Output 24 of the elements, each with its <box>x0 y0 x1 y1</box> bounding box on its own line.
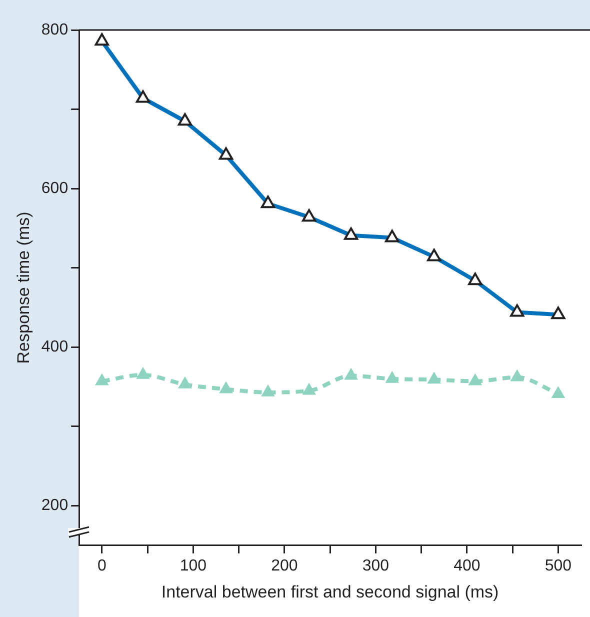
y-tick-label: 600 <box>41 180 68 197</box>
point <box>428 372 441 384</box>
y-axis-title: Response time (ms) <box>14 212 33 364</box>
point <box>386 371 399 383</box>
point <box>552 386 565 398</box>
point <box>178 376 192 388</box>
y-tick-label: 200 <box>41 497 68 514</box>
x-tick-label: 200 <box>271 557 298 574</box>
x-tick-label: 100 <box>180 557 207 574</box>
point <box>344 368 358 380</box>
x-tick-label: 500 <box>544 557 572 574</box>
x-tick-label: 0 <box>97 557 106 574</box>
y-tick-label: 800 <box>41 21 68 38</box>
point <box>136 367 150 379</box>
point <box>468 374 482 386</box>
x-tick-label: 400 <box>454 557 480 574</box>
x-tick-label: 300 <box>362 557 390 574</box>
point <box>302 383 316 395</box>
y-tick-label: 400 <box>41 338 68 356</box>
point <box>219 382 233 394</box>
point <box>510 370 524 382</box>
point <box>261 384 275 396</box>
point <box>95 374 108 386</box>
x-axis-title: Interval between first and second signal (ms) <box>161 582 499 602</box>
